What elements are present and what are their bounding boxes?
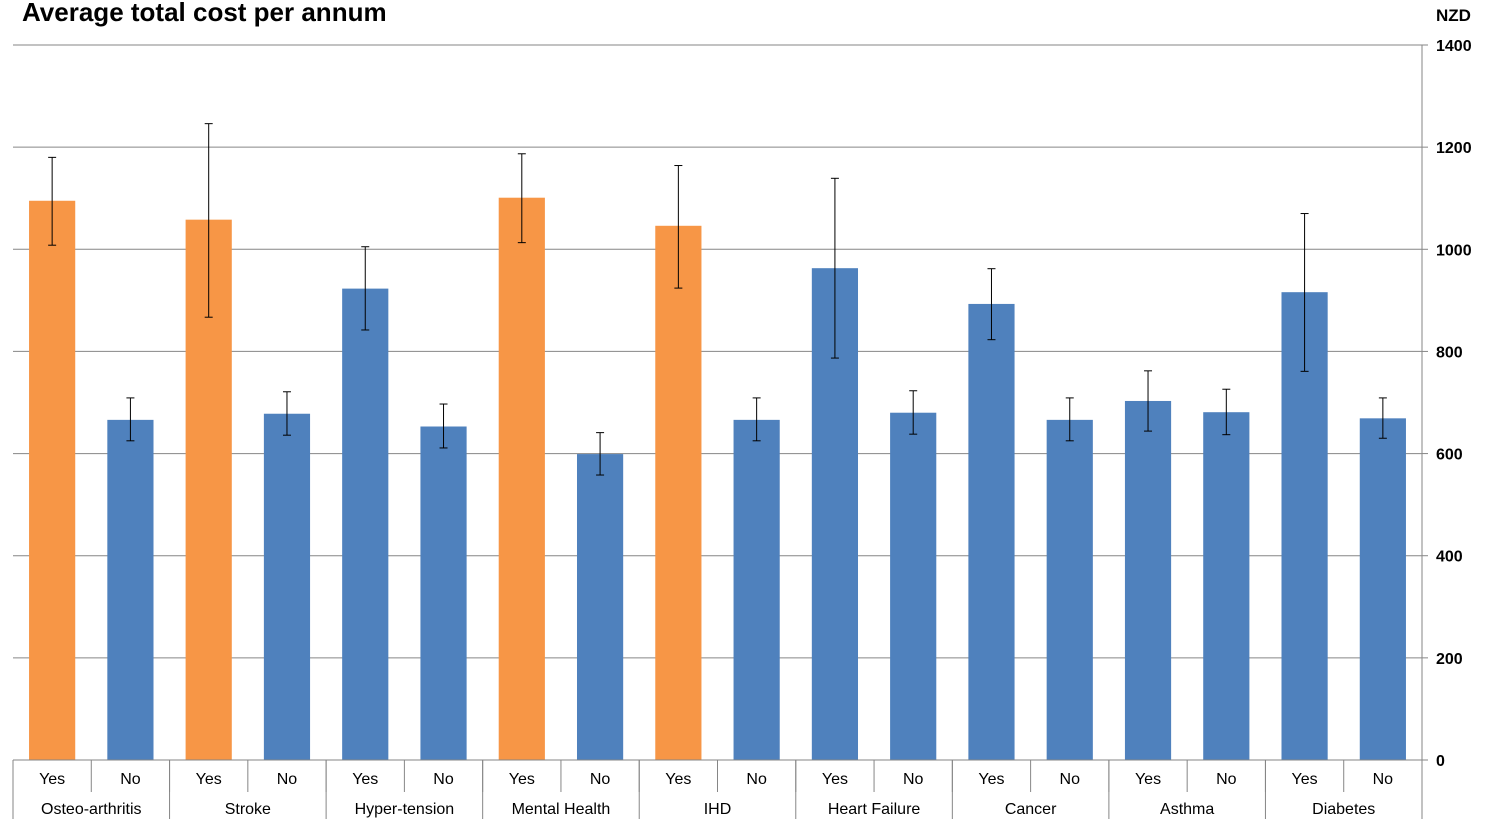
- bar: [420, 426, 467, 760]
- group-label: Asthma: [1160, 801, 1214, 818]
- x-tick-label: No: [1373, 771, 1394, 788]
- group-label: Diabetes: [1312, 801, 1375, 818]
- group-label: IHD: [704, 801, 732, 818]
- group-label: Osteo-arthritis: [41, 801, 141, 818]
- x-tick-label: Yes: [39, 771, 65, 788]
- y-axis-unit-label: NZD: [1436, 6, 1471, 25]
- y-tick-label: 800: [1436, 344, 1463, 361]
- y-tick-label: 400: [1436, 549, 1463, 566]
- group-label: Heart Failure: [828, 801, 921, 818]
- bar: [107, 419, 154, 760]
- x-tick-label: No: [1060, 771, 1081, 788]
- bar: [968, 303, 1015, 760]
- y-tick-label: 1200: [1436, 140, 1472, 157]
- group-label: Hyper-tension: [355, 801, 455, 818]
- x-tick-label: Yes: [822, 771, 848, 788]
- x-tick-label: No: [277, 771, 298, 788]
- y-tick-label: 1400: [1436, 38, 1472, 55]
- x-tick-label: Yes: [196, 771, 222, 788]
- x-tick-label: Yes: [352, 771, 378, 788]
- x-tick-label: Yes: [509, 771, 535, 788]
- y-tick-label: 0: [1436, 753, 1445, 770]
- bar: [498, 197, 545, 761]
- bar: [576, 454, 624, 760]
- bar: [342, 288, 389, 760]
- x-tick-label: No: [746, 771, 767, 788]
- x-tick-label: Yes: [978, 771, 1004, 788]
- x-tick-label: Yes: [1135, 771, 1161, 788]
- x-tick-label: No: [903, 771, 924, 788]
- x-tick-label: No: [590, 771, 611, 788]
- y-tick-label: 1000: [1436, 242, 1472, 259]
- bar: [263, 413, 311, 760]
- bar: [655, 225, 702, 761]
- bar: [733, 419, 780, 760]
- group-label: Stroke: [225, 801, 271, 818]
- group-label: Cancer: [1005, 801, 1057, 818]
- bar: [1359, 418, 1406, 760]
- bar: [29, 200, 76, 761]
- y-tick-label: 600: [1436, 447, 1463, 464]
- x-tick-label: No: [1216, 771, 1237, 788]
- bar: [1203, 412, 1250, 760]
- bar: [1124, 400, 1172, 760]
- y-tick-label: 200: [1436, 651, 1463, 668]
- bar: [1046, 419, 1093, 760]
- group-label: Mental Health: [512, 801, 611, 818]
- x-tick-label: No: [433, 771, 454, 788]
- x-tick-label: No: [120, 771, 141, 788]
- x-tick-label: Yes: [665, 771, 691, 788]
- chart-title: Average total cost per annum: [22, 0, 387, 27]
- x-tick-label: Yes: [1292, 771, 1318, 788]
- bar: [890, 412, 937, 760]
